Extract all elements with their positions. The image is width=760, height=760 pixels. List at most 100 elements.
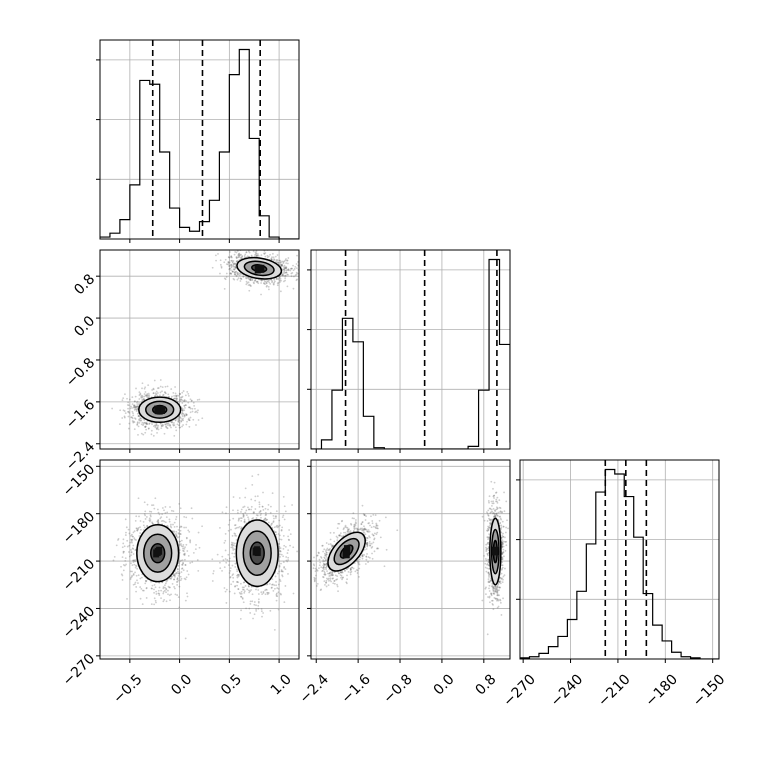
scatter-point — [269, 505, 272, 508]
scatter-point — [132, 548, 135, 550]
scatter-point — [139, 419, 142, 422]
scatter-point — [331, 544, 334, 547]
scatter-point — [189, 406, 191, 409]
scatter-point — [283, 601, 286, 604]
scatter-point — [291, 271, 294, 274]
scatter-point — [255, 588, 257, 591]
scatter-point — [132, 420, 135, 423]
scatter-point — [214, 254, 217, 257]
scatter-point — [150, 433, 153, 436]
scatter-point — [249, 590, 251, 593]
scatter-point — [254, 279, 256, 282]
scatter-point — [256, 255, 258, 257]
histogram-bin — [160, 152, 170, 239]
scatter-point — [288, 539, 290, 541]
scatter-point — [232, 549, 235, 551]
scatter-point — [318, 567, 320, 570]
scatter-point — [146, 422, 148, 425]
scatter-point — [230, 255, 233, 258]
y-tick-label: −1.6 — [63, 397, 98, 432]
scatter-point — [329, 579, 332, 581]
scatter-point — [153, 507, 156, 510]
scatter-point — [145, 394, 148, 397]
scatter-point — [293, 275, 295, 278]
scatter-point — [130, 576, 132, 579]
scatter-point — [373, 532, 376, 535]
scatter-point — [172, 423, 175, 426]
scatter-point — [279, 290, 282, 293]
scatter-point — [235, 260, 238, 263]
scatter-point — [166, 524, 169, 527]
scatter-point — [278, 547, 281, 550]
scatter-point — [178, 399, 181, 401]
scatter-point — [122, 409, 125, 412]
scatter-point — [253, 282, 255, 285]
scatter-point — [324, 554, 326, 557]
scatter-point — [223, 541, 226, 544]
scatter-point — [151, 521, 153, 524]
scatter-point — [180, 525, 183, 528]
scatter-point — [160, 589, 163, 592]
scatter-point — [275, 592, 278, 595]
scatter-point — [234, 271, 237, 273]
scatter-point — [278, 279, 281, 282]
scatter-point — [320, 588, 323, 591]
scatter-point — [121, 417, 124, 419]
scatter-point — [144, 386, 147, 389]
scatter-point — [246, 282, 249, 285]
scatter-point — [161, 390, 163, 393]
scatter-point — [249, 279, 252, 282]
scatter-point — [197, 531, 200, 534]
scatter-point — [227, 261, 230, 264]
scatter-point — [240, 257, 243, 259]
scatter-point — [250, 248, 252, 250]
scatter-point — [236, 584, 238, 587]
scatter-point — [134, 560, 137, 563]
scatter-point — [330, 544, 333, 547]
scatter-point — [173, 526, 176, 528]
scatter-point — [159, 517, 162, 520]
scatter-point — [230, 583, 233, 586]
scatter-point — [233, 271, 236, 274]
scatter-point — [143, 387, 146, 390]
scatter-point — [238, 247, 240, 249]
scatter-point — [133, 530, 136, 533]
scatter-point — [183, 399, 186, 401]
scatter-point — [340, 520, 343, 523]
scatter-point — [263, 282, 265, 285]
scatter-point — [184, 578, 187, 581]
scatter-point — [231, 259, 233, 262]
scatter-point — [175, 399, 178, 402]
scatter-point — [156, 427, 159, 430]
histogram-bin — [229, 75, 239, 239]
scatter-point — [236, 580, 239, 583]
scatter-point — [240, 248, 242, 250]
scatter-point — [230, 528, 232, 531]
scatter-point — [191, 561, 194, 564]
contour-line — [145, 400, 175, 419]
scatter-point — [186, 592, 188, 595]
scatter-point — [184, 558, 186, 561]
scatter-point — [176, 580, 179, 583]
scatter-point — [135, 410, 138, 412]
scatter-point — [189, 562, 192, 564]
scatter-point — [185, 423, 188, 426]
scatter-point — [224, 549, 227, 552]
scatter-point — [245, 509, 248, 512]
scatter-point — [170, 593, 173, 596]
scatter-point — [237, 519, 240, 522]
scatter-point — [238, 256, 241, 259]
scatter-point — [306, 588, 308, 590]
scatter-point — [233, 268, 236, 271]
scatter-point — [366, 537, 369, 539]
scatter-point — [279, 592, 282, 595]
scatter-point — [132, 531, 135, 534]
scatter-point — [121, 399, 124, 402]
scatter-point — [233, 548, 236, 551]
scatter-point — [277, 281, 280, 284]
scatter-point — [275, 278, 278, 280]
scatter-point — [136, 422, 139, 425]
scatter-point — [134, 571, 136, 574]
scatter-point — [304, 279, 306, 281]
scatter-point — [131, 547, 134, 550]
